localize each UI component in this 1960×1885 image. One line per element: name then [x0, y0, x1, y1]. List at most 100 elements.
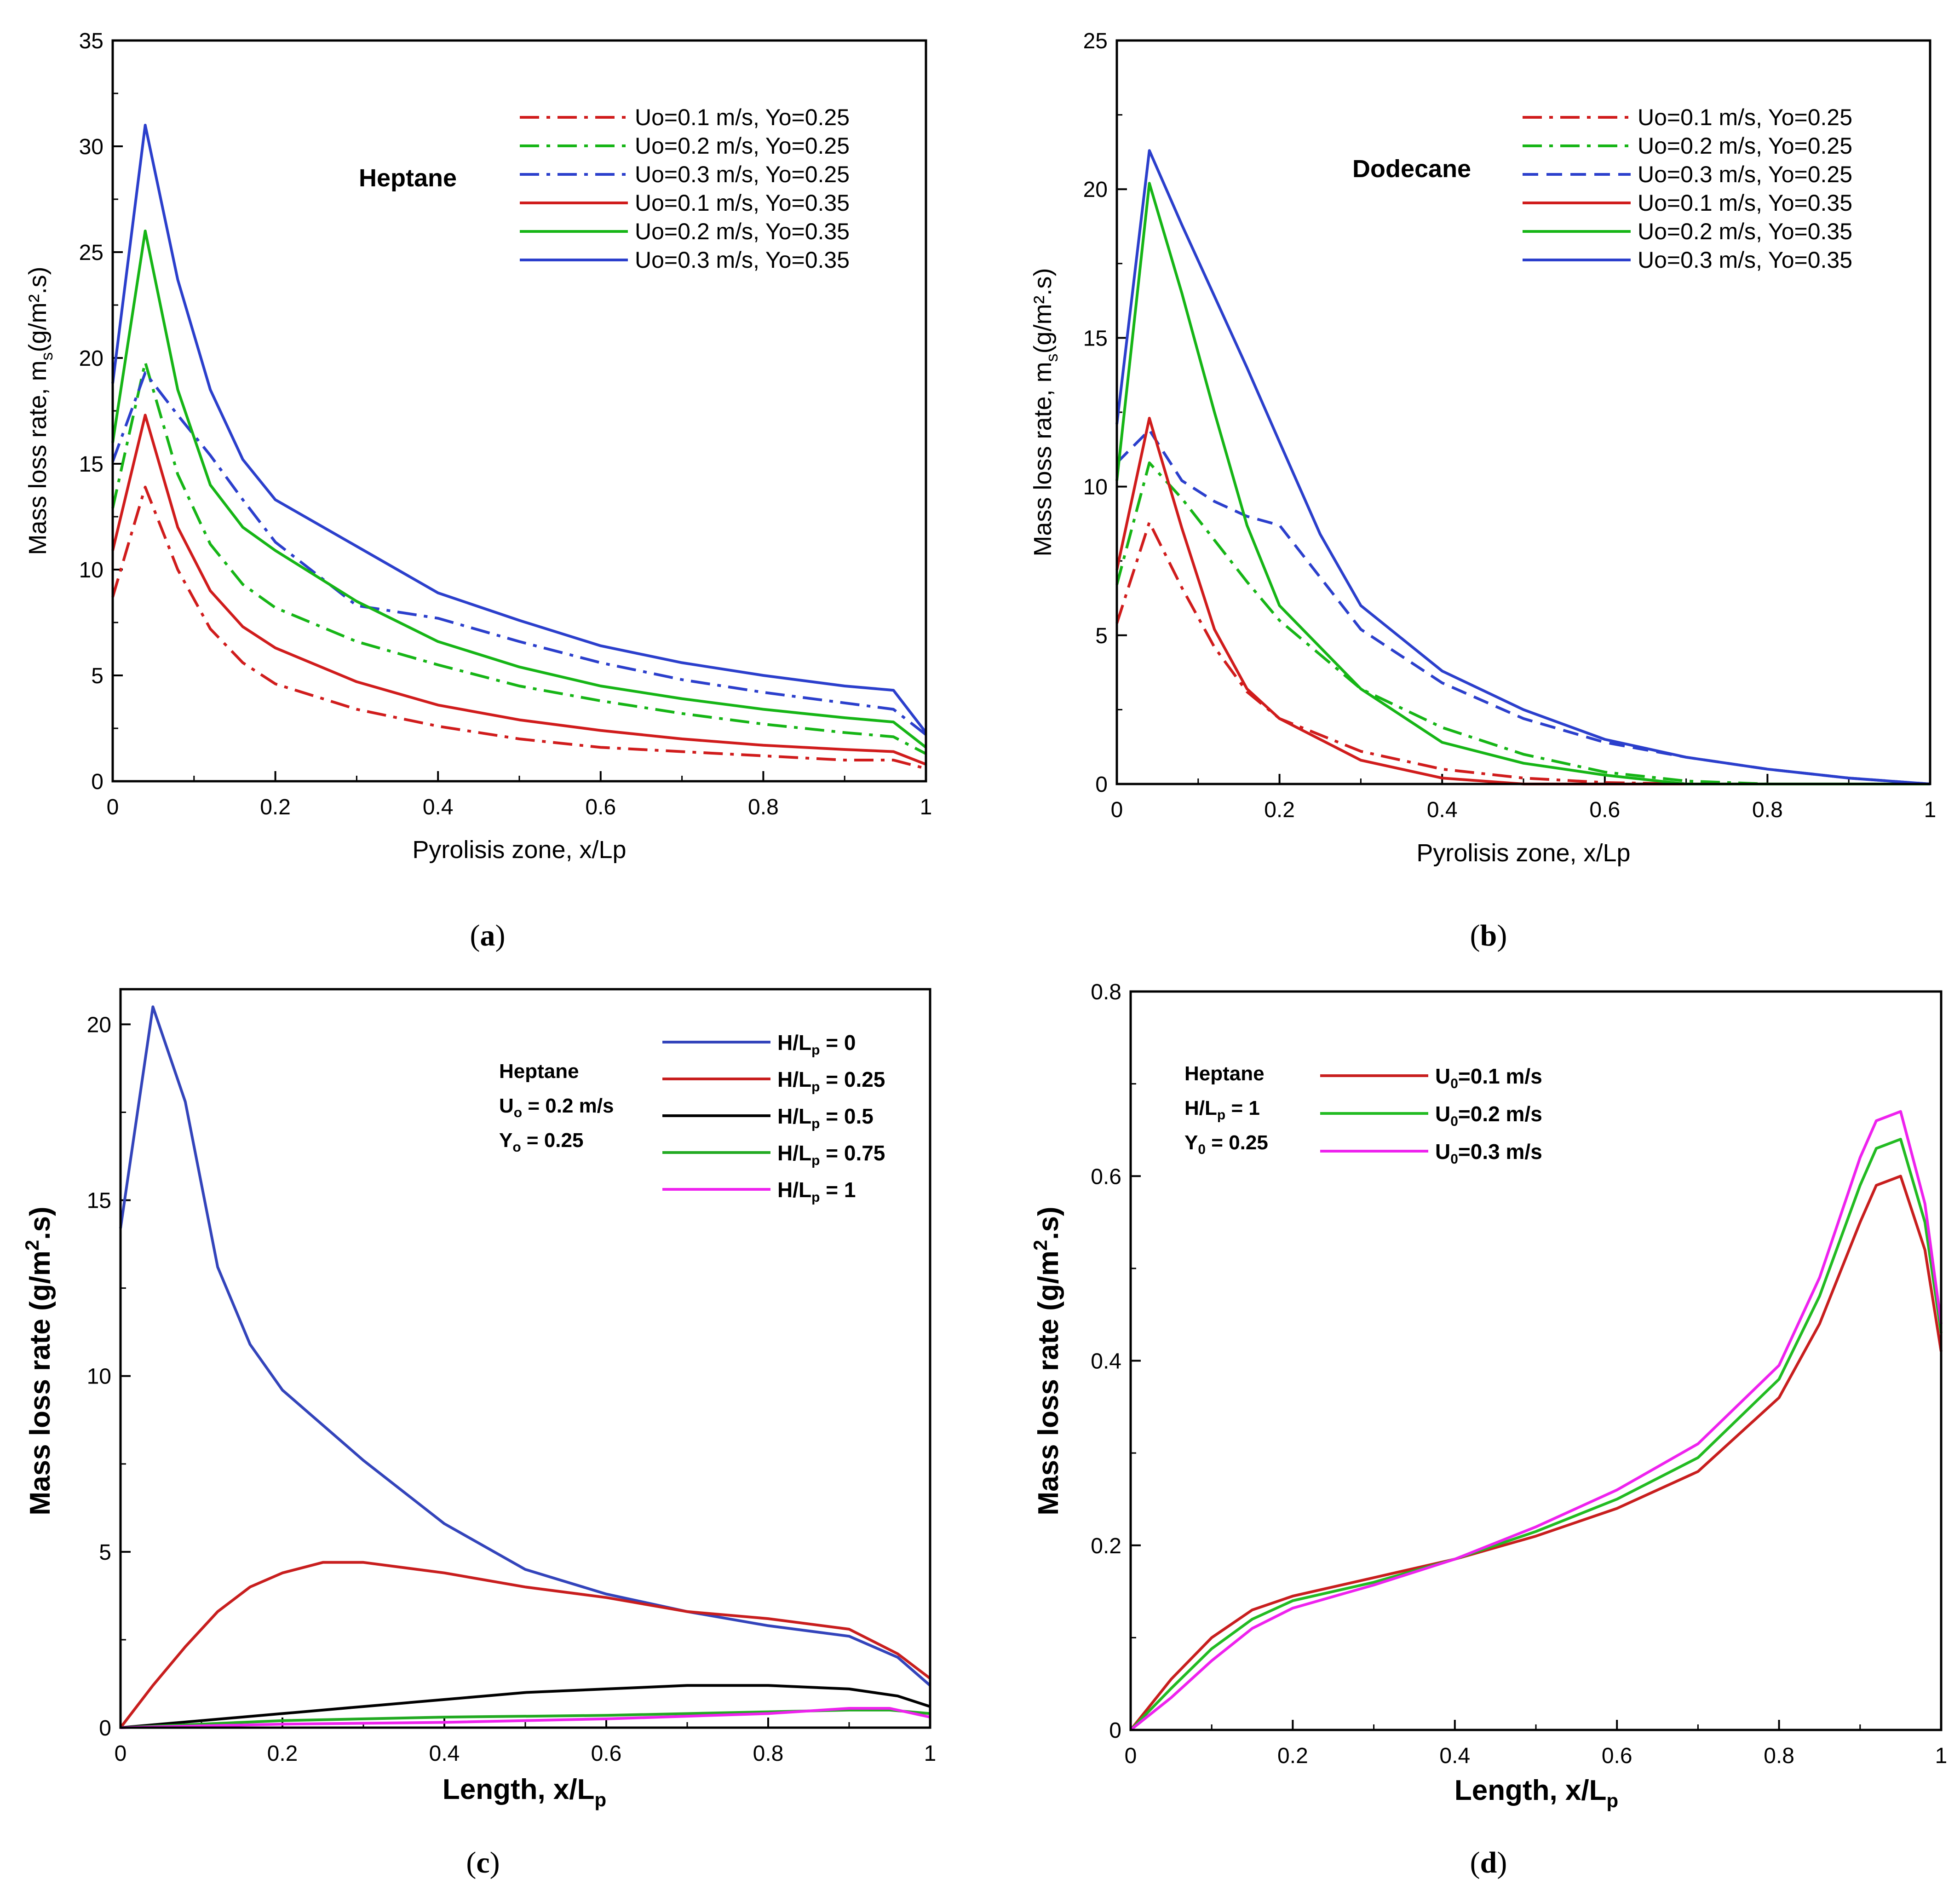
panel-d-series-0-line [1129, 1175, 1943, 1731]
panel-a-x-tick-label-0: 0 [107, 795, 119, 819]
panel-d-annotation-oxygen-sub: 0 [1198, 1142, 1206, 1157]
panel-a-x-tick-label-1: 0.2 [260, 795, 291, 819]
panel-c-x-tick-label-0: 0 [115, 1741, 127, 1766]
panel-c-ylabel-main: Mass loss rate (g/m [24, 1251, 56, 1515]
panel-d-caption: (d) [1470, 1846, 1507, 1879]
panel-d-x-tick-label-1: 0.2 [1277, 1744, 1308, 1768]
panel-b-legend-label-1: Uo=0.2 m/s, Yo=0.25 [1638, 133, 1852, 159]
panel-c-plot-frame [119, 988, 931, 1729]
panel-a-x-axis-label: Pyrolisis zone, x/Lp [412, 836, 626, 864]
panel-c-legend-label-2-main: H/L [777, 1104, 811, 1128]
panel-c-x-tick-label-5: 1 [924, 1741, 937, 1766]
panel-a-y-axis-label: Mass loss rate, ms(g/m².s) [24, 266, 56, 555]
panel-c-legend-label-2-sub: p [811, 1116, 820, 1131]
panel-a-series-4-line [111, 230, 927, 749]
panel-d-y-tick-label-1: 0.2 [1091, 1534, 1121, 1558]
panel-d-x-tick-label-4: 0.8 [1764, 1744, 1794, 1768]
panel-b-annotation: Dodecane [1352, 155, 1471, 183]
panel-c-legend-label-0-main: H/L [777, 1031, 811, 1055]
panel-c-x-tick-label-1: 0.2 [267, 1741, 298, 1766]
panel-d-annotation-oxygen: Y0 = 0.25 [1184, 1131, 1268, 1157]
panel-a-y-tick-label-5: 25 [79, 241, 103, 265]
panel-b-y-tick-label-3: 15 [1083, 326, 1108, 351]
panel-a-legend-label-4: Uo=0.2 m/s, Yo=0.35 [635, 219, 850, 244]
panel-b-y-tick-label-2: 10 [1083, 475, 1108, 500]
panel-c-series-4-line [120, 1707, 931, 1729]
panel-c-ylabel-sup: 2 [21, 1240, 43, 1251]
panel-c-series-0-line [119, 1005, 931, 1687]
panel-b-x-tick-label-2: 0.4 [1427, 798, 1458, 822]
panel-d-velocity: 0 0.2 0.4 0.6 0.8 100.20.40.60.8 Heptane H/Lp… [1029, 980, 1947, 1879]
panel-c-x-tick-label-3: 0.6 [591, 1741, 622, 1766]
panel-b-series-5-line [1115, 149, 1931, 785]
panel-a-ylabel-sub: s [37, 352, 56, 360]
panel-c-legend-label-1-sub: p [811, 1079, 820, 1095]
panel-d-y-tick-label-0: 0 [1109, 1718, 1121, 1743]
panel-d-annotation-height-symbol: H/L [1184, 1097, 1217, 1119]
panel-a-series [111, 124, 927, 770]
panel-a-legend-label-2: Uo=0.3 m/s, Yo=0.25 [635, 161, 850, 187]
panel-a-y-tick-label-0: 0 [91, 770, 103, 794]
panel-a-y-tick-label-4: 20 [79, 346, 103, 371]
panel-b-legend-label-3: Uo=0.1 m/s, Yo=0.35 [1638, 190, 1852, 216]
panel-d-xlabel-main: Length, x/L [1454, 1775, 1607, 1806]
panel-c-legend-label-0-sub: p [811, 1043, 820, 1058]
panel-d-legend-label-0: U0=0.1 m/s [1435, 1064, 1542, 1091]
panel-c-y-tick-label-4: 20 [87, 1013, 111, 1037]
panel-b-y-axis-label: Mass loss rate, ms(g/m².s) [1029, 268, 1061, 556]
panel-d-y-tick-label-4: 0.8 [1091, 980, 1121, 1004]
panel-c-annotation-velocity-sub: o [514, 1105, 522, 1120]
panel-c-annotation-velocity-value: = 0.2 m/s [522, 1095, 614, 1117]
panel-d-x-axis-label: Length, x/Lp [1454, 1775, 1618, 1811]
panel-d-legend-label-2-main: U [1435, 1140, 1450, 1164]
panel-d-legend-label-1-sub: 0 [1450, 1114, 1458, 1129]
panel-d-annotation-height-value: = 1 [1225, 1097, 1260, 1119]
panel-c-legend-label-0-tail: = 0 [820, 1031, 856, 1055]
panel-c-annotation-velocity-symbol: U [499, 1095, 514, 1117]
panel-b-series-3-line [1115, 416, 1930, 785]
panel-d-legend-label-0-main: U [1435, 1064, 1450, 1088]
panel-b-legend-label-0: Uo=0.1 m/s, Yo=0.25 [1638, 104, 1852, 130]
panel-d-y-axis-label: Mass loss rate (g/m2.s) [1029, 1206, 1064, 1515]
panel-b-caption: (b) [1470, 919, 1507, 952]
panel-c-legend-label-0: H/Lp = 0 [777, 1031, 856, 1058]
panel-d-series [1129, 1110, 1943, 1731]
panel-b-legend: Uo=0.1 m/s, Yo=0.25 Uo=0.2 m/s, Yo=0.25 Uo… [1523, 104, 1852, 273]
panel-c-ylabel-tail: .s) [24, 1206, 56, 1239]
panel-b-x-tick-label-3: 0.6 [1589, 798, 1620, 822]
panel-b-series-2-line [1115, 428, 1931, 785]
panel-c-legend-label-2-tail: = 0.5 [820, 1104, 873, 1128]
panel-a-series-0-line [111, 485, 926, 770]
panel-c-legend-label-1-tail: = 0.25 [820, 1067, 885, 1091]
panel-a-ylabel-main: Mass loss rate, m [24, 360, 52, 555]
panel-a-legend-label-5: Uo=0.3 m/s, Yo=0.35 [635, 247, 850, 273]
panel-d-legend-label-2-tail: =0.3 m/s [1458, 1140, 1542, 1164]
panel-c-legend-label-3-sub: p [811, 1153, 820, 1168]
panel-c-annotation-fuel: Heptane [499, 1060, 579, 1083]
panel-a-y-tick-label-6: 30 [79, 135, 103, 159]
panel-c-legend: H/Lp = 0H/Lp = 0.25H/Lp = 0.5H/Lp = 0.75… [662, 1031, 885, 1205]
panel-d-annotation-height: H/Lp = 1 [1184, 1097, 1260, 1123]
panel-c-annotation-velocity: Uo = 0.2 m/s [499, 1095, 614, 1120]
panel-c-x-tick-label-2: 0.4 [429, 1741, 460, 1766]
panel-c-y-tick-label-1: 5 [99, 1540, 111, 1565]
panel-a-legend-label-0: Uo=0.1 m/s, Yo=0.25 [635, 104, 850, 130]
panel-c-series [119, 1005, 931, 1729]
panel-d-x-tick-label-0: 0 [1125, 1744, 1137, 1768]
panel-c-series-1-line [119, 1561, 931, 1729]
panel-a-y-tick-label-3: 15 [79, 452, 103, 477]
panel-c-y-axis-label: Mass loss rate (g/m2.s) [21, 1206, 56, 1515]
panel-d-annotation-height-sub: p [1217, 1107, 1225, 1123]
panel-d-legend-label-0-tail: =0.1 m/s [1458, 1064, 1542, 1088]
panel-b-x-tick-label-0: 0 [1111, 798, 1123, 822]
panel-c-y-tick-label-0: 0 [99, 1716, 111, 1741]
panel-c-legend-label-3-tail: = 0.75 [820, 1141, 885, 1165]
panel-d-annotation-oxygen-value: = 0.25 [1206, 1131, 1268, 1154]
panel-c-series-3-line [120, 1708, 931, 1729]
